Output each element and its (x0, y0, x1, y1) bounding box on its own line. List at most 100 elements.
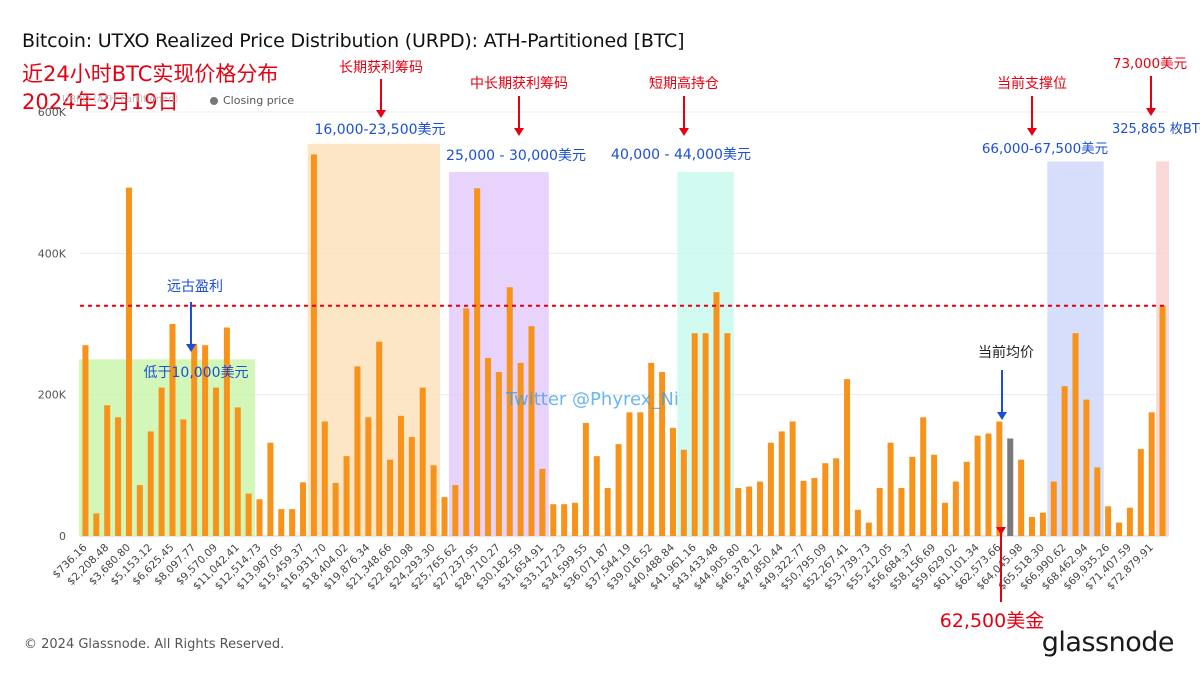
bar (376, 341, 383, 536)
bar (746, 486, 753, 536)
bar (365, 417, 372, 536)
legend-item-closing-price[interactable]: Closing price (210, 94, 294, 107)
bar (104, 405, 111, 536)
bar (637, 412, 644, 536)
bar (354, 366, 361, 536)
annotation-current-avg-range: 62,500美金 (940, 610, 1044, 632)
bar (93, 513, 100, 536)
bar (648, 362, 655, 536)
bar (909, 456, 916, 536)
bar (778, 431, 785, 536)
bar (169, 324, 176, 536)
annotation-short-term-arrow-head (679, 128, 689, 136)
bar (539, 468, 546, 536)
bar (495, 372, 502, 536)
glassnode-logo: glassnode (1041, 627, 1175, 658)
bar (702, 333, 709, 536)
bar (387, 459, 394, 536)
bar (1029, 516, 1035, 536)
annotation-long-term-arrow-head (376, 110, 386, 118)
bar (147, 431, 154, 536)
y-tick-label: 200K (38, 389, 67, 402)
bar (1050, 481, 1057, 536)
bar (1137, 449, 1144, 536)
legend-item-urpd[interactable]: URPD (ATH-Partitioned) (62, 94, 179, 105)
bar (452, 485, 459, 536)
bar (125, 187, 132, 536)
bar (528, 326, 535, 536)
bar (941, 502, 948, 536)
bar (191, 343, 198, 536)
y-tick-label: 600K (38, 106, 67, 119)
bar (963, 461, 970, 536)
bar (680, 449, 687, 536)
highlight-region (307, 143, 441, 537)
cn-title-line1: 近24小时BTC实现价格分布 (22, 62, 279, 86)
bar (767, 442, 774, 536)
bar (822, 463, 829, 536)
bar (996, 421, 1003, 536)
bar (1094, 467, 1101, 536)
bar (332, 483, 339, 536)
bar (245, 493, 252, 536)
bar (1126, 507, 1133, 536)
bar (256, 499, 263, 536)
bar (626, 412, 633, 536)
annotation-short-term-title: 短期高持仓 (649, 75, 719, 92)
annotation-ancient-profit-range: 低于10,000美元 (144, 365, 249, 381)
bar (430, 465, 437, 536)
annotation-mid-long-term-title: 中长期获利筹码 (470, 75, 568, 92)
bar (419, 387, 426, 536)
annotation-ancient-profit-arrow-head (186, 344, 196, 352)
bar (463, 308, 470, 536)
bar (691, 333, 698, 536)
bar (397, 415, 404, 536)
bar (789, 421, 796, 536)
bar (757, 481, 763, 536)
bar (278, 509, 285, 536)
bar (604, 487, 611, 536)
bar (441, 497, 448, 536)
annotation-support-arrow-head (1027, 128, 1037, 136)
bar (582, 422, 589, 536)
bar (1061, 386, 1068, 536)
bar (1083, 399, 1090, 536)
bar (974, 435, 981, 536)
bar (572, 502, 579, 536)
bar (115, 417, 122, 536)
bar (213, 387, 219, 536)
bar (659, 372, 666, 536)
bar (408, 437, 415, 536)
bar (920, 417, 927, 536)
bar (800, 480, 807, 536)
bar (1148, 412, 1155, 536)
annotation-mid-long-term-range: 25,000 - 30,000美元 (446, 148, 586, 164)
bar (887, 442, 894, 536)
bar (985, 433, 992, 536)
annotation-ancient-profit-title: 远古盈利 (167, 279, 223, 295)
bar (593, 456, 600, 536)
watermark-text: Twitter @Phyrex_Ni (505, 389, 679, 410)
bar (811, 478, 818, 536)
annotation-current-avg-arrow-head (997, 412, 1007, 420)
bar (952, 481, 959, 536)
bar (289, 509, 296, 536)
bar (517, 362, 524, 536)
legend-label-closing: Closing price (223, 94, 295, 107)
bar (343, 456, 350, 536)
bar (713, 292, 720, 536)
copyright: © 2024 Glassnode. All Rights Reserved. (24, 637, 285, 652)
bar (931, 454, 938, 536)
annotation-short-term-range: 40,000 - 44,000美元 (611, 147, 751, 163)
bar (202, 345, 209, 536)
bar (1072, 333, 1079, 536)
y-tick-label: 400K (38, 247, 67, 260)
bar (474, 188, 481, 536)
bar (158, 387, 165, 536)
y-tick-label: 0 (59, 530, 66, 543)
annotation-mid-long-term-arrow-head (514, 128, 524, 136)
bar (1007, 438, 1014, 536)
bar (833, 458, 840, 536)
annotation-73k-title: 73,000美元 (1113, 56, 1187, 72)
bar (844, 379, 851, 536)
